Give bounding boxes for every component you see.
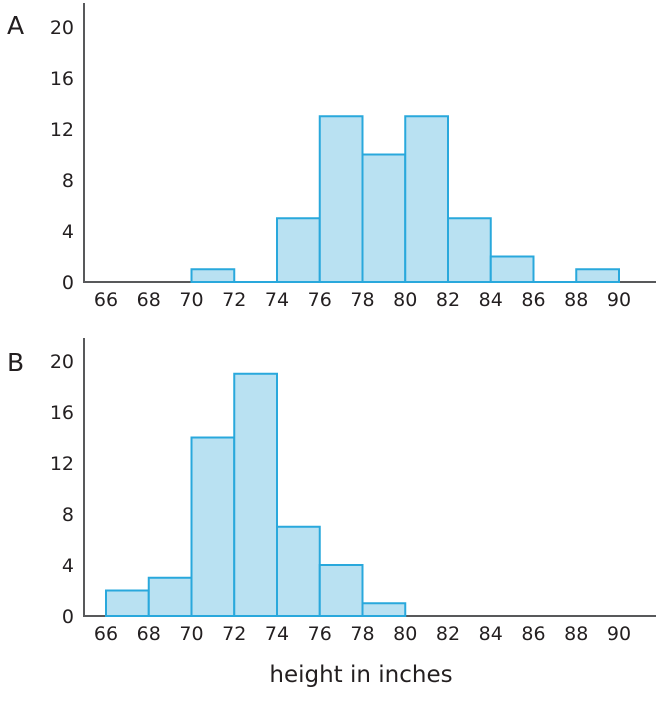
- x-axis-title: height in inches: [269, 662, 453, 688]
- svg-text:66: 66: [94, 623, 118, 645]
- svg-text:66: 66: [94, 289, 118, 311]
- svg-text:16: 16: [50, 402, 74, 424]
- svg-text:8: 8: [62, 170, 74, 192]
- svg-text:4: 4: [62, 555, 74, 577]
- svg-text:90: 90: [607, 623, 631, 645]
- svg-text:82: 82: [436, 289, 460, 311]
- panel-a-label: A: [7, 11, 25, 40]
- svg-text:74: 74: [265, 623, 289, 645]
- svg-text:86: 86: [521, 623, 545, 645]
- svg-text:70: 70: [179, 623, 203, 645]
- svg-text:78: 78: [350, 289, 374, 311]
- svg-text:70: 70: [179, 289, 203, 311]
- svg-text:84: 84: [479, 289, 503, 311]
- svg-text:74: 74: [265, 289, 289, 311]
- svg-text:0: 0: [62, 606, 74, 628]
- svg-text:78: 78: [350, 623, 374, 645]
- svg-text:82: 82: [436, 623, 460, 645]
- svg-text:72: 72: [222, 289, 246, 311]
- svg-text:68: 68: [137, 289, 161, 311]
- svg-text:20: 20: [50, 17, 74, 39]
- svg-text:72: 72: [222, 623, 246, 645]
- svg-text:86: 86: [521, 289, 545, 311]
- svg-text:88: 88: [564, 289, 588, 311]
- svg-text:76: 76: [308, 623, 332, 645]
- svg-text:12: 12: [50, 453, 74, 475]
- svg-text:80: 80: [393, 289, 417, 311]
- svg-text:8: 8: [62, 504, 74, 526]
- svg-text:12: 12: [50, 119, 74, 141]
- panel-b-label: B: [7, 348, 25, 377]
- svg-text:88: 88: [564, 623, 588, 645]
- svg-text:20: 20: [50, 351, 74, 373]
- svg-text:4: 4: [62, 221, 74, 243]
- svg-text:84: 84: [479, 623, 503, 645]
- svg-text:68: 68: [137, 623, 161, 645]
- svg-text:80: 80: [393, 623, 417, 645]
- svg-text:90: 90: [607, 289, 631, 311]
- svg-text:0: 0: [62, 272, 74, 294]
- svg-text:16: 16: [50, 68, 74, 90]
- svg-text:76: 76: [308, 289, 332, 311]
